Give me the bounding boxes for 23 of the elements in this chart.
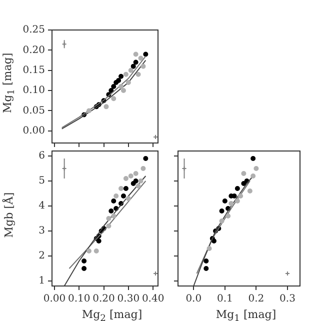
y-tick-label: 6 <box>38 150 45 162</box>
x-tick-label: 0.20 <box>92 294 115 305</box>
y-tick-label: 0.00 <box>22 125 45 136</box>
x-axis-title: Mg$_{2}$ [mag] <box>82 308 142 321</box>
y-axis-title: Mgb [Å] <box>2 192 16 238</box>
x-tick-label: 0.2 <box>248 294 264 305</box>
x-tick-label: 0.3 <box>280 294 296 305</box>
x-tick-label: 0.0 <box>186 294 202 305</box>
x-tick-label: 0.1 <box>216 294 233 305</box>
x-tick-label: 0.40 <box>142 294 164 305</box>
y-tick-label: 3 <box>38 226 45 237</box>
y-tick-label: 0.10 <box>22 85 45 96</box>
y-tick-label: 1 <box>38 276 45 287</box>
y-tick-label: 0.05 <box>22 105 45 116</box>
x-tick-label: 0.30 <box>117 294 140 305</box>
y-tick-label: 4 <box>38 200 45 212</box>
y-tick-label: 0.25 <box>22 24 45 36</box>
x-axis-title: Mg$_{1}$ [mag] <box>216 308 276 321</box>
x-tick-label: 0.10 <box>68 294 90 305</box>
y-tick-label: 0.20 <box>22 44 45 56</box>
y-tick-label: 0.15 <box>22 64 45 76</box>
y-tick-label: 5 <box>38 176 45 187</box>
y-tick-label: 2 <box>38 250 45 262</box>
